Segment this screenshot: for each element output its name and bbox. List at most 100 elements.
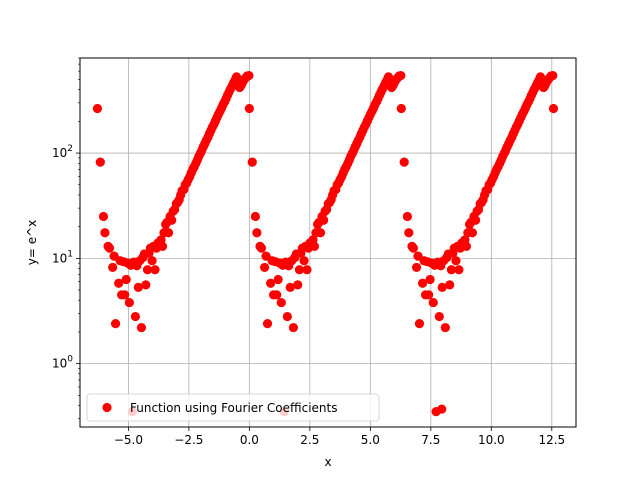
x-tick-label: −5.0	[114, 433, 143, 447]
data-point	[446, 265, 456, 275]
data-point	[141, 280, 151, 290]
data-point	[252, 228, 262, 238]
data-point	[411, 262, 422, 273]
x-tick-label: −2.5	[174, 433, 203, 447]
data-point	[247, 157, 257, 167]
data-point	[272, 290, 282, 300]
data-point	[108, 262, 118, 273]
data-point	[425, 274, 435, 285]
y-tick-label: 102	[52, 144, 73, 160]
data-point	[445, 280, 455, 290]
data-point	[396, 70, 406, 81]
data-point	[548, 103, 559, 114]
y-tick-base: 10	[52, 146, 67, 160]
data-point	[428, 297, 438, 308]
x-tick-label: 12.5	[538, 433, 565, 447]
data-point	[383, 72, 394, 82]
data-point	[276, 297, 286, 308]
data-point	[454, 265, 464, 275]
data-point	[150, 265, 160, 275]
data-point	[266, 278, 276, 288]
axes-frame	[79, 57, 577, 428]
y-tick-label: 101	[52, 249, 73, 265]
data-point	[302, 265, 312, 275]
data-point	[114, 278, 124, 288]
data-point	[104, 243, 115, 253]
legend: Function using Fourier Coefficients	[86, 393, 380, 422]
data-point	[256, 243, 267, 253]
data-point	[130, 311, 141, 322]
data-point	[440, 322, 450, 333]
data-point	[124, 297, 134, 308]
y-tick-label: 100	[52, 355, 73, 371]
x-axis-label: x	[324, 455, 331, 469]
x-tick-label: 2.5	[300, 433, 319, 447]
data-points	[92, 70, 559, 417]
y-tick-base: 10	[52, 251, 67, 265]
legend-box	[86, 393, 380, 422]
legend-marker	[102, 402, 112, 413]
data-point	[92, 103, 103, 114]
data-point	[136, 322, 147, 333]
data-point	[167, 215, 177, 225]
data-point	[121, 274, 131, 285]
data-point	[467, 228, 478, 238]
data-point	[95, 157, 105, 167]
data-point	[434, 311, 444, 322]
data-point	[470, 215, 481, 225]
data-point	[157, 241, 168, 251]
data-point	[231, 72, 242, 82]
data-point	[319, 215, 329, 225]
x-tick-label: 5.0	[361, 433, 380, 447]
data-point	[163, 228, 174, 238]
x-tick-label: 10.0	[478, 433, 505, 447]
data-point	[282, 311, 292, 322]
data-point	[548, 70, 558, 81]
data-point	[299, 256, 309, 266]
data-point	[535, 72, 546, 82]
x-tick-label: 7.5	[421, 433, 440, 447]
data-point	[309, 241, 320, 251]
data-point	[408, 243, 419, 253]
data-point	[404, 228, 414, 238]
y-axis-label: y= e^x	[25, 220, 39, 266]
data-point	[424, 290, 434, 300]
data-point	[437, 404, 447, 414]
data-point	[451, 256, 461, 266]
data-point	[244, 103, 254, 114]
x-tick-label: 0.0	[240, 433, 259, 447]
data-point	[98, 211, 109, 222]
data-point	[461, 241, 471, 251]
data-point	[414, 318, 425, 329]
data-point	[288, 322, 299, 333]
grid-lines	[80, 58, 576, 427]
data-point	[293, 280, 303, 290]
y-tick-base: 10	[52, 357, 67, 371]
data-point	[244, 70, 254, 81]
data-point	[120, 290, 130, 300]
y-tick-exponent: 2	[67, 144, 73, 154]
y-tick-exponent: 0	[67, 355, 73, 365]
y-tick-exponent: 1	[67, 249, 73, 259]
data-point	[418, 278, 428, 288]
data-point	[142, 265, 153, 275]
data-point	[262, 318, 273, 329]
data-point	[285, 282, 295, 292]
data-point	[294, 265, 305, 275]
data-point	[260, 262, 270, 273]
data-point	[402, 211, 412, 222]
data-point	[273, 274, 283, 285]
data-point	[110, 318, 121, 329]
data-point	[100, 228, 110, 238]
data-point	[250, 211, 261, 222]
legend-label: Function using Fourier Coefficients	[130, 401, 338, 415]
data-point	[147, 256, 157, 266]
data-point	[133, 282, 143, 292]
data-point	[437, 282, 447, 292]
data-point	[315, 228, 326, 238]
data-point	[396, 103, 406, 114]
data-point	[399, 157, 409, 167]
